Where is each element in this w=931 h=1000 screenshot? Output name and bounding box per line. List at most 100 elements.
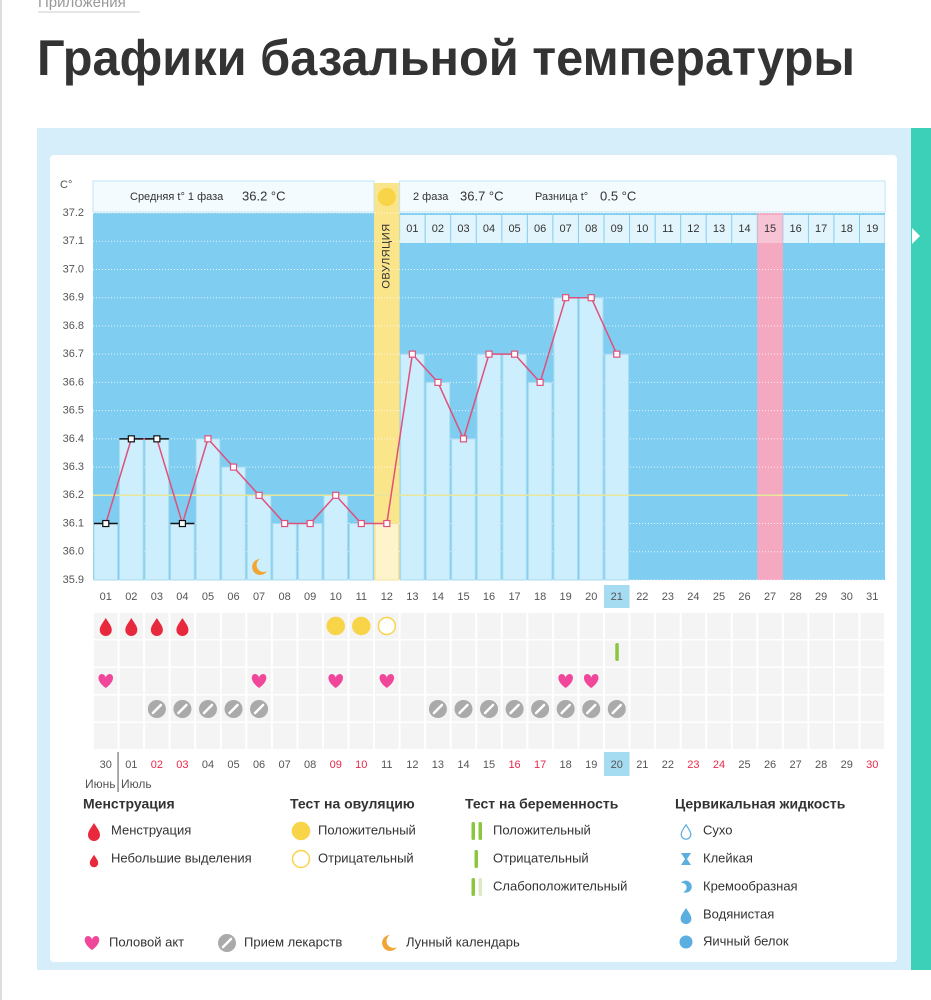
event-cell	[272, 668, 297, 694]
temperature-bar	[195, 438, 221, 581]
event-cell	[553, 723, 578, 749]
event-cell	[528, 640, 552, 667]
cycle-day-label: 13	[406, 591, 418, 603]
event-cell	[834, 640, 859, 667]
date-label: 04	[202, 759, 214, 771]
cycle-day-label: 07	[253, 591, 265, 603]
date-label: 16	[508, 759, 520, 771]
phase2-cell	[655, 215, 681, 243]
legend-item: Прием лекарств	[244, 934, 342, 949]
y-tick-label: 36.6	[63, 376, 84, 388]
event-cell	[272, 640, 297, 667]
event-cell	[528, 723, 552, 749]
side-arrow[interactable]	[912, 228, 920, 244]
positive-circle	[326, 616, 345, 636]
legend-item: Водянистая	[703, 906, 774, 921]
event-cell	[451, 723, 476, 749]
y-tick-label: 36.4	[63, 433, 84, 445]
temperature-point	[459, 435, 468, 443]
event-cell	[477, 613, 501, 639]
event-cell	[477, 668, 501, 694]
event-cell	[170, 668, 195, 694]
drop-icon	[150, 618, 163, 636]
date-label: 12	[406, 759, 418, 771]
phase2-cell	[732, 215, 757, 243]
event-cell	[272, 695, 297, 722]
phase2-day: 13	[713, 223, 725, 235]
cycle-day-label: 22	[636, 591, 648, 603]
event-cell	[119, 640, 144, 667]
event-cell	[94, 640, 118, 667]
cycle-day-label: 27	[764, 591, 776, 603]
breadcrumb[interactable]: Приложения	[38, 0, 126, 11]
month-label: Июль	[121, 777, 152, 791]
cycle-day-label: 14	[432, 591, 444, 603]
cycle-day-label: 18	[534, 591, 546, 603]
cycle-day-label: 16	[483, 591, 495, 603]
event-cell	[272, 613, 297, 639]
event-cell	[400, 723, 425, 749]
event-cell	[758, 668, 782, 694]
phase2-day: 16	[790, 223, 802, 235]
heart-icon	[558, 674, 573, 688]
temperature-bar	[527, 381, 553, 581]
phase2-day: 05	[508, 223, 520, 235]
drop-icon	[125, 618, 138, 636]
cycle-day-label: 08	[279, 591, 291, 603]
medication-icon	[607, 700, 626, 718]
test-bar	[615, 643, 619, 661]
legend-title: Менструация	[83, 796, 175, 812]
event-cell	[221, 668, 246, 694]
event-cell	[502, 723, 527, 749]
temperature-point	[102, 519, 110, 528]
event-cell	[681, 668, 706, 694]
event-cell	[758, 695, 782, 722]
event-cell	[707, 640, 731, 667]
event-cell	[860, 613, 885, 639]
medication-icon	[428, 700, 447, 718]
y-tick-label: 36.9	[63, 292, 84, 304]
medication-slash	[228, 703, 239, 715]
event-cell	[145, 640, 169, 667]
moon-icon	[252, 559, 268, 575]
event-cell	[426, 613, 450, 639]
temperature-point	[485, 350, 493, 358]
temperature-point	[357, 519, 365, 528]
legend-item: Клейкая	[703, 850, 753, 865]
event-cell	[477, 640, 501, 667]
medication-slash	[611, 703, 623, 715]
legend-item: Лунный календарь	[406, 934, 520, 949]
temperature-point	[255, 491, 263, 499]
cycle-day-label: 17	[508, 591, 520, 603]
event-cell	[349, 640, 374, 667]
phase2-day: 04	[483, 223, 495, 235]
date-label: 13	[432, 759, 444, 771]
phase2-day: 19	[866, 223, 878, 235]
drop-icon	[88, 823, 100, 841]
date-label: 26	[764, 759, 776, 771]
phase2-cell	[425, 215, 451, 243]
event-cell	[553, 613, 578, 639]
event-cell	[349, 695, 374, 722]
temperature-bar	[93, 523, 119, 581]
sticky-icon	[681, 853, 691, 865]
phase2-day: 11	[662, 223, 673, 235]
date-label: 29	[841, 759, 853, 771]
temperature-bar	[374, 523, 400, 581]
ovulation-label: ОВУЛЯЦИЯ	[381, 223, 393, 288]
date-label: 30	[100, 759, 112, 771]
event-cell	[196, 640, 220, 667]
phase2-day: 01	[406, 223, 418, 235]
drop-icon	[99, 618, 112, 636]
event-cell	[247, 723, 271, 749]
medication-slash	[458, 703, 469, 715]
cycle-day-label: 03	[151, 591, 163, 603]
heart-icon	[84, 936, 100, 950]
event-cell	[323, 640, 348, 667]
event-cell	[783, 668, 808, 694]
date-label: 27	[790, 759, 802, 771]
test-bar	[471, 878, 475, 896]
date-label: 21	[636, 759, 648, 771]
medication-slash	[560, 703, 571, 715]
